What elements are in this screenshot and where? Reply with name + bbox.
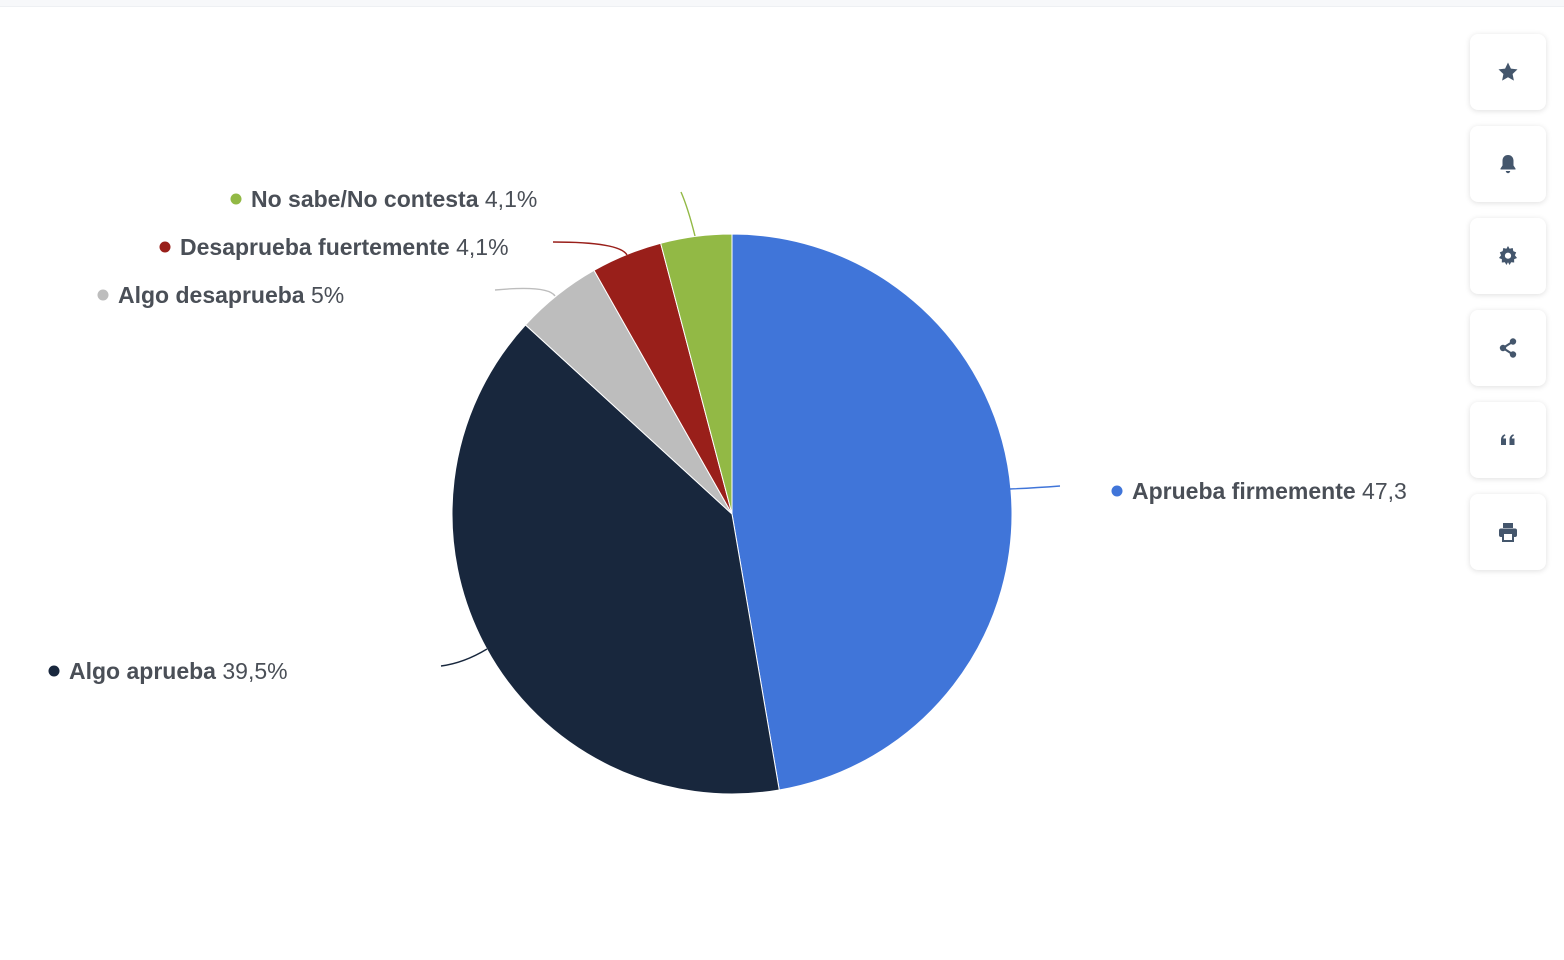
data-label: No sabe/No contesta 4,1% [251,186,537,212]
gear-icon [1499,246,1517,265]
label-marker [1111,485,1123,497]
print-button[interactable] [1470,494,1546,570]
quote-icon [1501,434,1515,445]
label-connector [494,287,556,297]
pie-chart: Aprueba firmemente 47,3 Algo aprueba 39,5… [48,186,1407,795]
settings-button[interactable] [1470,218,1546,294]
data-label: Desaprueba fuertemente 4,1% [180,234,509,260]
data-labels: Aprueba firmemente 47,3 Algo aprueba 39,5… [48,186,1407,684]
label-marker [230,193,242,205]
data-label-value: 47,3 [1356,478,1407,504]
print-icon [1499,523,1517,542]
bell-icon [1500,155,1516,174]
pie-slice-aprueba-firmemente[interactable] [731,233,1013,791]
data-label-name: No sabe/No contesta [251,186,479,212]
data-label-value: 39,5% [216,658,288,684]
label-connector [680,191,696,237]
top-divider [0,0,1564,7]
share-button[interactable] [1470,310,1546,386]
data-label-value: 4,1% [450,234,509,260]
pie-slice-no-sabe-no-contesta[interactable] [660,233,733,515]
data-label: Algo aprueba 39,5% [69,658,288,684]
data-label: Aprueba firmemente 47,3 [1132,478,1407,504]
label-connector [1009,485,1061,490]
data-label-name: Algo desaprueba [118,282,305,308]
favorite-button[interactable] [1470,34,1546,110]
pie-slices [451,233,1013,795]
data-label-value: 4,1% [479,186,538,212]
label-marker [97,289,109,301]
star-icon [1498,62,1518,81]
label-connectors [440,191,1061,667]
notifications-button[interactable] [1470,126,1546,202]
chart-toolbar [1470,34,1546,586]
data-label-name: Algo aprueba [69,658,216,684]
label-marker [159,241,171,253]
label-connector [552,241,628,256]
data-label-value: 5% [305,282,345,308]
pie-slice-algo-aprueba[interactable] [451,324,780,795]
cite-button[interactable] [1470,402,1546,478]
data-label-name: Desaprueba fuertemente [180,234,450,260]
label-connector [440,648,488,667]
label-marker [48,665,60,677]
data-label-name: Aprueba firmemente [1132,478,1356,504]
share-icon [1499,338,1517,358]
data-label: Algo desaprueba 5% [118,282,344,308]
